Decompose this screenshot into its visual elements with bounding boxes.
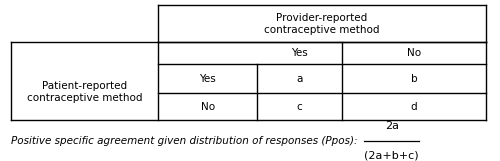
Text: No: No xyxy=(200,102,215,112)
Text: Yes: Yes xyxy=(292,48,308,58)
Text: Provider-reported
contraceptive method: Provider-reported contraceptive method xyxy=(264,13,380,35)
Text: d: d xyxy=(411,102,418,112)
Text: Patient-reported
contraceptive method: Patient-reported contraceptive method xyxy=(27,81,142,103)
Text: Yes: Yes xyxy=(200,74,216,84)
Text: (2a+b+c): (2a+b+c) xyxy=(364,151,419,161)
Text: a: a xyxy=(296,74,303,84)
Text: b: b xyxy=(411,74,418,84)
Text: Positive specific agreement given distribution of responses (Ppos):: Positive specific agreement given distri… xyxy=(12,136,358,146)
Text: No: No xyxy=(407,48,421,58)
Text: c: c xyxy=(297,102,302,112)
Text: 2a: 2a xyxy=(384,121,398,131)
